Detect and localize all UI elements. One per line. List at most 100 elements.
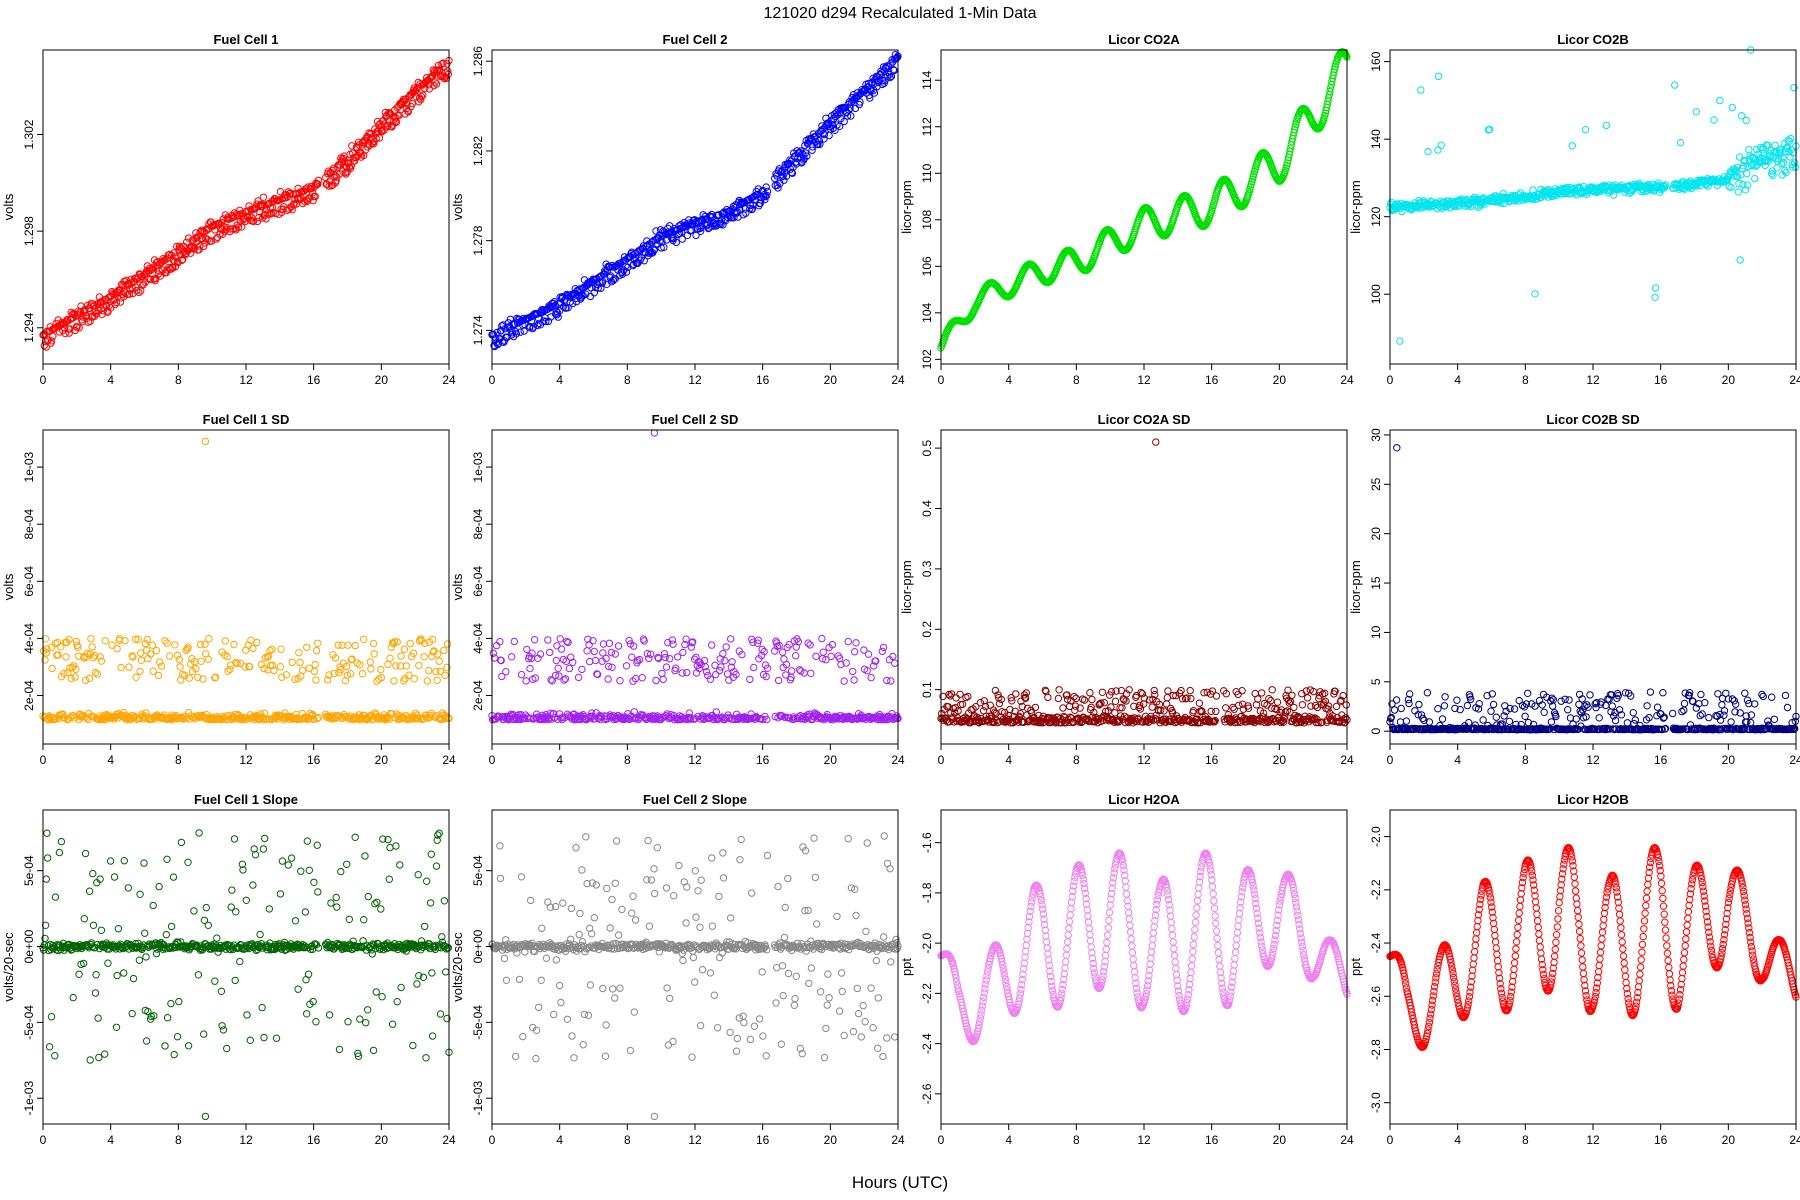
data-point [116, 635, 124, 643]
data-point [553, 642, 561, 650]
data-point [645, 654, 653, 663]
data-point [1505, 717, 1514, 725]
data-point [402, 662, 411, 670]
data-point [705, 224, 713, 232]
data-point [852, 639, 860, 647]
data-point [750, 663, 758, 672]
data-point [125, 663, 133, 671]
data-point [1751, 174, 1759, 183]
data-point [1669, 709, 1677, 718]
data-point [93, 309, 101, 317]
data-point [51, 639, 60, 648]
data-point [563, 637, 571, 646]
data-point [171, 641, 179, 649]
data-point [599, 640, 608, 648]
data-point [1779, 154, 1787, 162]
data-point [1600, 181, 1608, 190]
data-point [1492, 713, 1501, 721]
data-point [88, 643, 96, 651]
data-point [1098, 688, 1107, 696]
data-point [602, 654, 610, 663]
data-point [268, 204, 277, 212]
data-point [1696, 711, 1704, 720]
data-point [197, 657, 205, 665]
data-point [746, 201, 755, 210]
data-point [410, 675, 418, 683]
data-point [343, 662, 351, 671]
data-point [49, 332, 57, 340]
data-point [1303, 694, 1312, 702]
data-point [1651, 284, 1660, 292]
data-point [721, 217, 730, 225]
data-point [253, 638, 261, 647]
data-point [782, 172, 791, 181]
y-tick-label: 1.274 [471, 315, 485, 345]
plot-frame [42, 429, 450, 745]
data-point [264, 652, 273, 660]
data-point [1342, 52, 1351, 60]
data-point [557, 645, 566, 653]
data-point [1441, 693, 1449, 701]
x-tick-label: 16 [1654, 373, 1668, 387]
data-point [1434, 72, 1443, 81]
data-point [650, 429, 659, 437]
figure-xlabel: Hours (UTC) [852, 1173, 948, 1192]
data-point [1451, 198, 1460, 206]
data-point [1676, 138, 1685, 147]
x-tick-label: 0 [40, 753, 47, 767]
data-point [291, 675, 299, 683]
data-point [408, 99, 416, 108]
data-point [146, 275, 155, 284]
data-point [367, 665, 375, 673]
data-point [1486, 125, 1494, 134]
data-point [528, 649, 536, 657]
data-point [322, 173, 330, 182]
data-point [288, 658, 296, 667]
data-point [712, 670, 720, 679]
data-point [330, 669, 338, 678]
data-point [529, 323, 537, 331]
data-point [630, 708, 638, 716]
y-tick-label: 2e-04 [22, 680, 36, 711]
data-point [547, 676, 555, 684]
data-points [937, 438, 1351, 727]
data-point [112, 298, 121, 307]
x-tick-label: 16 [307, 753, 321, 767]
data-point [247, 213, 256, 222]
data-point [309, 196, 317, 205]
data-point [650, 246, 658, 255]
data-point [608, 663, 616, 671]
data-point [1790, 83, 1798, 92]
data-point [194, 673, 202, 681]
data-point [176, 663, 184, 671]
y-tick-label: 120 [1369, 206, 1383, 226]
data-point [1734, 188, 1743, 196]
data-point [548, 677, 556, 685]
data-point [1330, 68, 1338, 76]
y-tick-label: 2e-04 [471, 680, 485, 711]
data-point [1086, 689, 1094, 697]
data-point [536, 650, 545, 658]
data-point [668, 636, 677, 644]
data-point [1727, 718, 1735, 726]
data-point [132, 673, 140, 681]
data-point [91, 307, 100, 315]
x-tick-label: 12 [239, 373, 253, 387]
data-point [819, 648, 827, 656]
data-point [681, 640, 689, 649]
data-point [1222, 704, 1230, 712]
data-point [561, 675, 570, 683]
y-tick-label: 1.278 [471, 225, 485, 255]
data-point [1489, 700, 1498, 709]
data-point [81, 676, 90, 685]
y-tick-label: 0.4 [920, 500, 934, 517]
data-point [442, 712, 451, 720]
data-point [669, 640, 677, 648]
data-point [673, 653, 682, 661]
data-point [661, 653, 669, 662]
data-point [647, 650, 655, 658]
data-point [1479, 716, 1487, 724]
data-point [1152, 438, 1160, 446]
